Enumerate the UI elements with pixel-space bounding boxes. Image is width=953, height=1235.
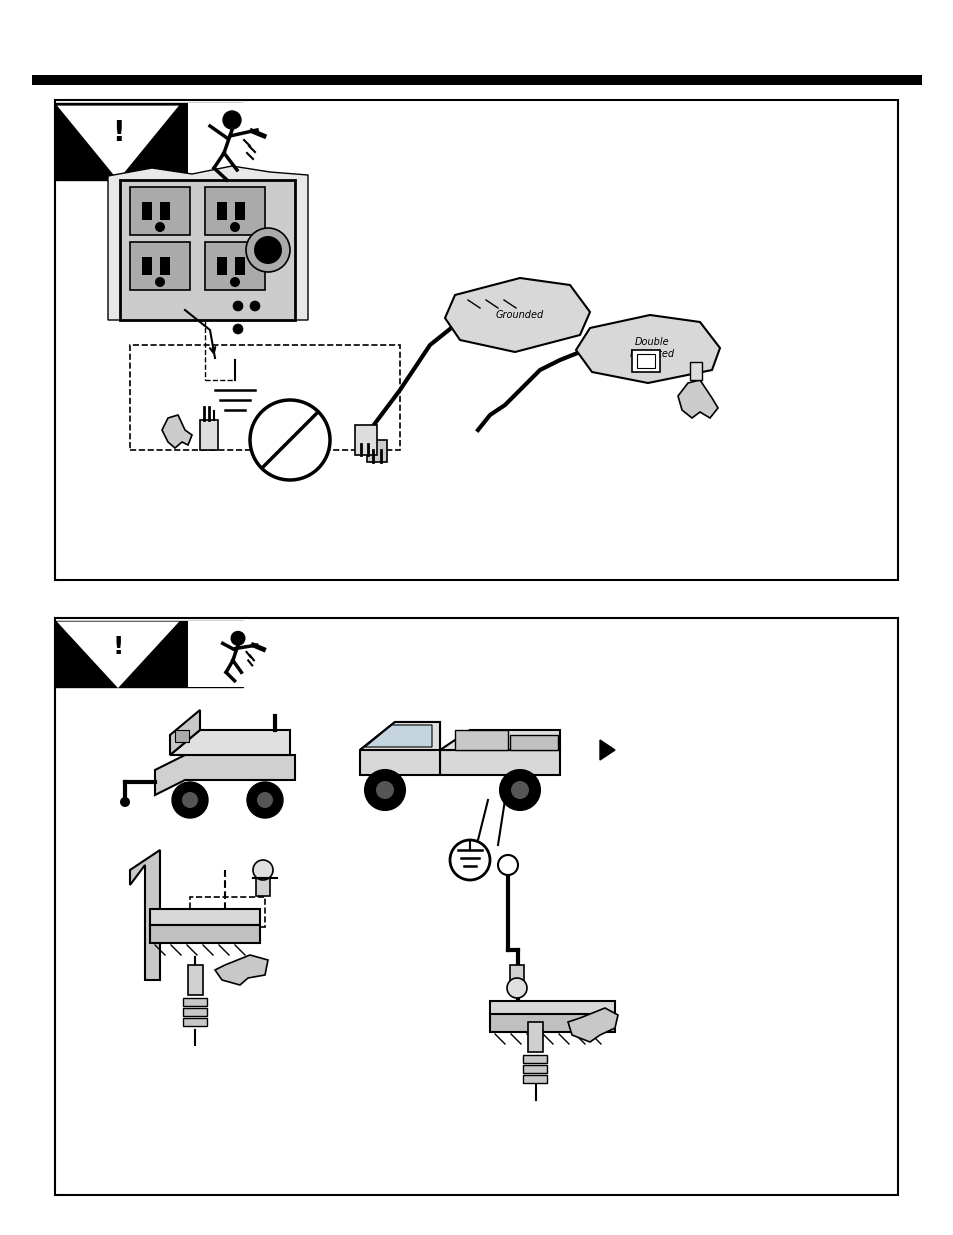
- Bar: [183, 1008, 207, 1016]
- Text: !: !: [112, 635, 124, 659]
- Circle shape: [233, 301, 243, 311]
- Bar: [510, 965, 523, 990]
- Circle shape: [250, 301, 260, 311]
- Bar: [142, 257, 152, 275]
- Bar: [216, 257, 227, 275]
- Bar: [32, 75, 921, 85]
- Bar: [522, 1065, 546, 1073]
- Circle shape: [256, 792, 273, 808]
- Polygon shape: [154, 755, 294, 795]
- Bar: [55, 618, 897, 1195]
- Text: Grounded: Grounded: [496, 310, 543, 320]
- Bar: [255, 866, 270, 897]
- Bar: [130, 242, 190, 290]
- Polygon shape: [678, 380, 718, 417]
- Bar: [120, 180, 294, 320]
- Bar: [142, 203, 152, 220]
- Polygon shape: [599, 740, 615, 760]
- Polygon shape: [455, 730, 507, 750]
- Bar: [490, 1002, 615, 1016]
- Polygon shape: [60, 107, 175, 178]
- Bar: [55, 100, 897, 580]
- Bar: [522, 1074, 546, 1083]
- Bar: [631, 350, 659, 372]
- Bar: [183, 1018, 207, 1026]
- Circle shape: [246, 228, 290, 272]
- Bar: [160, 203, 170, 220]
- Bar: [355, 425, 376, 454]
- Circle shape: [253, 860, 273, 881]
- Bar: [234, 257, 245, 275]
- Bar: [637, 354, 655, 368]
- Bar: [205, 242, 265, 290]
- Circle shape: [497, 855, 517, 876]
- Bar: [205, 186, 265, 235]
- Bar: [55, 621, 243, 687]
- Bar: [190, 897, 265, 927]
- Polygon shape: [444, 278, 589, 352]
- Bar: [234, 203, 245, 220]
- Circle shape: [253, 236, 282, 264]
- Polygon shape: [130, 850, 160, 981]
- Polygon shape: [60, 622, 175, 685]
- Polygon shape: [170, 730, 290, 755]
- Circle shape: [231, 631, 245, 645]
- Polygon shape: [108, 165, 308, 320]
- Bar: [130, 186, 190, 235]
- Circle shape: [511, 781, 529, 799]
- Circle shape: [375, 781, 394, 799]
- Bar: [183, 998, 207, 1007]
- Circle shape: [506, 978, 526, 998]
- Bar: [160, 257, 170, 275]
- Bar: [150, 925, 260, 944]
- Polygon shape: [567, 1008, 618, 1042]
- Circle shape: [172, 782, 208, 818]
- Circle shape: [250, 400, 330, 480]
- Circle shape: [223, 111, 241, 128]
- Circle shape: [499, 769, 539, 810]
- Circle shape: [120, 797, 130, 806]
- Bar: [188, 965, 203, 995]
- Polygon shape: [214, 955, 268, 986]
- Circle shape: [154, 222, 165, 232]
- Polygon shape: [359, 722, 439, 776]
- Polygon shape: [162, 415, 192, 448]
- Bar: [522, 1055, 546, 1063]
- Bar: [490, 1014, 615, 1032]
- Bar: [689, 362, 701, 380]
- Polygon shape: [439, 730, 559, 750]
- Polygon shape: [439, 750, 559, 776]
- Circle shape: [365, 769, 405, 810]
- Bar: [527, 1023, 542, 1052]
- Polygon shape: [359, 722, 439, 750]
- Polygon shape: [170, 710, 200, 755]
- Bar: [188, 621, 317, 687]
- Bar: [367, 440, 387, 462]
- Circle shape: [247, 782, 283, 818]
- Bar: [188, 103, 317, 180]
- Circle shape: [230, 222, 240, 232]
- Circle shape: [182, 792, 198, 808]
- Circle shape: [233, 324, 243, 333]
- Polygon shape: [365, 725, 432, 747]
- Circle shape: [450, 840, 490, 881]
- Circle shape: [154, 277, 165, 287]
- Bar: [174, 730, 189, 742]
- Bar: [150, 909, 260, 925]
- Bar: [130, 345, 399, 450]
- Bar: [200, 420, 218, 450]
- Text: !: !: [112, 119, 124, 147]
- Circle shape: [230, 277, 240, 287]
- Bar: [216, 203, 227, 220]
- Polygon shape: [576, 315, 720, 383]
- Text: Double
Insulated: Double Insulated: [629, 337, 674, 359]
- Bar: [55, 103, 243, 180]
- Polygon shape: [510, 735, 558, 750]
